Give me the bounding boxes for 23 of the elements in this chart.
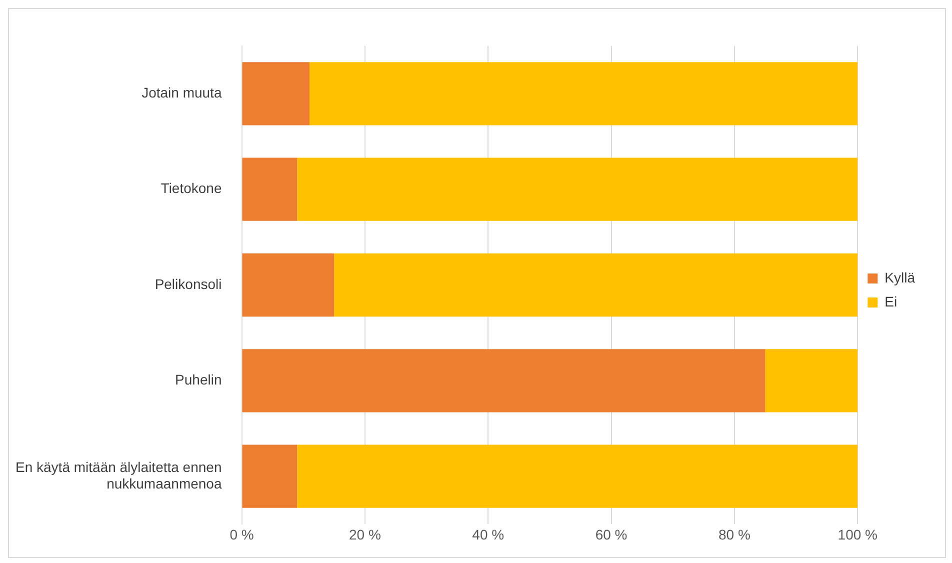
x-tick-label: 60 % [595,526,628,542]
y-tick-label: Puhelin [175,372,222,388]
bar [310,62,858,126]
legend-label: Ei [884,293,898,310]
bar [765,349,858,412]
bar [242,444,298,508]
bar [297,158,858,221]
bar [334,253,858,317]
bar [297,444,858,508]
legend-label: Kyllä [884,269,916,286]
x-tick-label: 40 % [472,526,504,542]
x-tick-label: 20 % [348,526,381,542]
bar [242,253,334,317]
y-tick-label: En käytä mitään älylaitetta ennen nukkumaanmenoa [16,458,222,492]
x-tick-label: 0 % [230,526,254,542]
x-tick-label: 80 % [718,526,750,542]
bar [242,62,310,126]
y-tick-label: Tietokone [160,180,222,196]
bar [242,349,766,412]
y-tick-label: Pelikonsoli [154,276,222,292]
bar [242,158,298,221]
y-tick-label: Jotain muuta [142,84,222,100]
x-tick-label: 100 % [838,526,878,542]
